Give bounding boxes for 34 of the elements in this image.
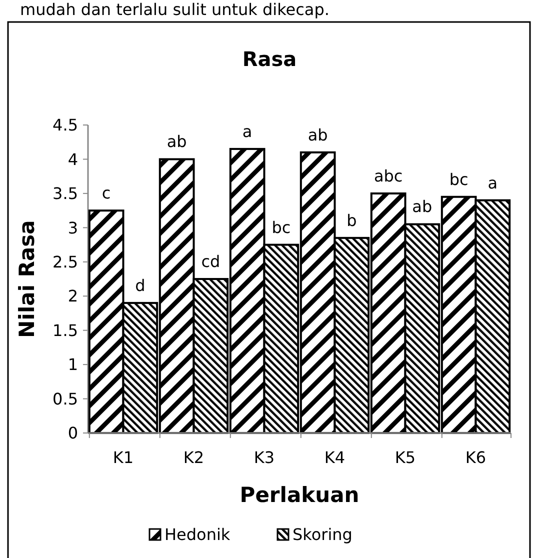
y-tick-label: 2.5 xyxy=(52,252,78,272)
data-label: bc xyxy=(449,170,468,189)
y-tick-label: 3.5 xyxy=(52,184,78,204)
data-label: abc xyxy=(374,166,403,186)
y-tick-label: 1.5 xyxy=(52,320,78,340)
y-tick-label: 2 xyxy=(68,286,78,306)
data-label: ab xyxy=(166,132,187,152)
data-label: a xyxy=(488,173,498,192)
x-tick-label: K2 xyxy=(183,448,204,467)
text: mudah dan terlalu sulit untuk dikecap. xyxy=(20,0,330,19)
legend-label: Skoring xyxy=(292,525,352,544)
y-tick-label: 0.5 xyxy=(52,389,78,408)
x-tick-label: K4 xyxy=(324,448,346,467)
y-tick-label: 0 xyxy=(68,424,78,443)
y-tick-label: 4.5 xyxy=(52,116,78,135)
x-tick-label: K5 xyxy=(394,448,416,467)
chart-title: Rasa xyxy=(242,47,297,71)
data-label: c xyxy=(102,184,111,203)
data-label: ab xyxy=(412,197,432,216)
legend-label: Hedonik xyxy=(164,525,231,544)
data-label: cd xyxy=(201,252,220,271)
y-tick-label: 4 xyxy=(68,150,78,169)
x-tick-label: K3 xyxy=(254,448,275,467)
x-tick-label: K1 xyxy=(112,448,134,467)
x-axis-title: Perlakuan xyxy=(240,483,360,507)
data-label: b xyxy=(346,210,357,230)
x-tick-label: K6 xyxy=(465,448,486,467)
y-axis-title: Nilai Rasa xyxy=(15,220,39,338)
data-label: a xyxy=(242,122,252,141)
data-label: bc xyxy=(272,218,291,237)
data-label: d xyxy=(135,276,146,295)
data-label: ab xyxy=(308,125,328,144)
y-tick-label: 1 xyxy=(68,355,78,374)
y-tick-label: 3 xyxy=(68,218,78,238)
